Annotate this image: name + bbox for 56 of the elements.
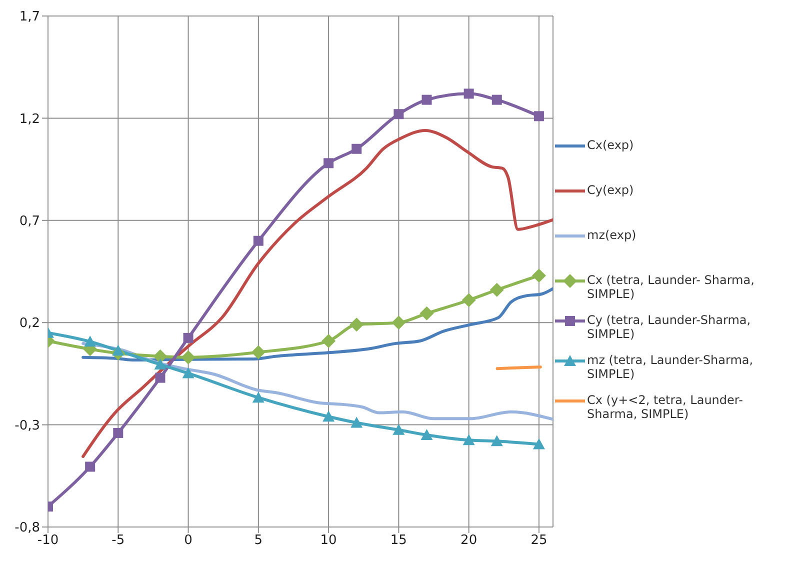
y-tick-label: 0,2	[19, 316, 40, 332]
point	[350, 416, 363, 428]
y-tick-label: 1,2	[19, 112, 40, 127]
point	[464, 88, 474, 99]
y-tick-label: 0,7	[19, 214, 40, 230]
point	[322, 334, 336, 348]
legend-label: mz(exp)	[587, 228, 636, 242]
x-tick-label: 15	[390, 533, 407, 548]
point	[322, 410, 335, 422]
x-tick-label: 10	[320, 533, 337, 548]
point	[420, 429, 433, 440]
legend-label: Cx (tetra, Launder- Sharma, SIMPLE)	[587, 273, 756, 301]
point	[84, 336, 96, 347]
point	[113, 428, 124, 438]
point	[182, 367, 194, 378]
point	[251, 345, 266, 360]
y-tick-label: -0,8	[14, 520, 40, 536]
point	[532, 438, 545, 450]
point	[352, 144, 362, 154]
point	[252, 392, 264, 403]
point	[392, 316, 406, 330]
point	[394, 109, 404, 120]
x-tick-label: -10	[37, 533, 59, 548]
point	[183, 332, 194, 343]
point	[153, 349, 168, 364]
x-tick-label: 20	[460, 533, 478, 548]
point	[155, 372, 166, 383]
point	[490, 435, 503, 446]
point	[462, 434, 475, 446]
point	[420, 306, 434, 320]
line-series	[82, 128, 553, 458]
point	[462, 293, 476, 308]
point	[253, 236, 264, 246]
point	[392, 424, 405, 435]
point	[85, 462, 96, 472]
legend-label: Cx (y+<2, tetra, Launder- Sharma, SIMPLE)	[587, 393, 744, 421]
x-tick-label: -5	[112, 533, 125, 548]
point	[534, 111, 544, 122]
point	[422, 94, 432, 105]
point	[492, 94, 502, 105]
point	[350, 318, 364, 332]
point	[324, 158, 334, 168]
x-tick-label: 5	[254, 533, 263, 548]
point	[532, 268, 546, 283]
y-tick-label: 1,7	[19, 10, 40, 25]
point	[154, 358, 166, 370]
legend-label: Cx(exp)	[587, 138, 634, 152]
y-tick-label: -0,3	[14, 418, 40, 434]
point	[490, 282, 504, 297]
legend-label: mz (tetra, Launder-Sharma, SIMPLE)	[587, 353, 754, 381]
x-tick-label: 25	[530, 533, 548, 548]
point	[112, 344, 124, 356]
x-tick-label: 0	[184, 533, 192, 548]
legend-label: Cy(exp)	[587, 183, 634, 197]
point	[181, 350, 196, 364]
legend-label: Cy (tetra, Launder-Sharma, SIMPLE)	[587, 313, 752, 341]
